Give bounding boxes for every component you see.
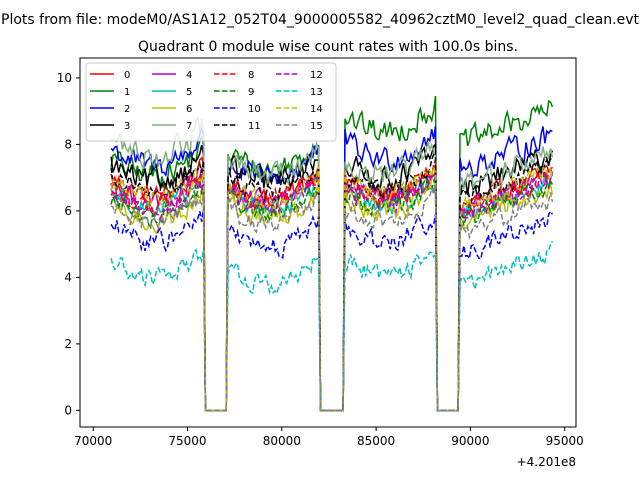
legend-box [85,62,337,142]
legend-label-0: 0 [124,70,130,81]
x-tick-label: 95000 [546,434,584,448]
y-tick-label: 2 [64,337,72,351]
series-line-14 [110,166,554,412]
x-tick-label: 90000 [451,434,489,448]
x-offset-label: +4.201e8 [517,455,576,469]
legend-label-13: 13 [310,87,323,98]
legend-label-15: 15 [310,121,323,132]
series-line-1 [110,95,554,412]
legend-label-10: 10 [248,104,261,115]
x-tick-label: 75000 [168,434,206,448]
axes-frame [79,57,577,428]
series-line-0 [110,156,554,412]
figure-suptitle: Plots from file: modeM0/AS1A12_052T04_90… [1,12,639,28]
legend-label-4: 4 [186,70,192,81]
y-tick-label: 8 [64,137,72,151]
series-line-2 [110,125,553,412]
legend-label-1: 1 [124,87,130,98]
y-tick-label: 10 [57,71,72,85]
y-tick-label: 0 [64,403,72,417]
x-tick-label: 85000 [357,434,395,448]
legend-label-11: 11 [248,121,261,132]
y-axis: 0 2 4 6 8 10 [57,71,80,417]
series-line-15 [110,184,554,412]
x-tick-label: 80000 [263,434,301,448]
series-layer [110,95,554,412]
legend-label-8: 8 [248,70,254,81]
y-tick-label: 6 [64,204,72,218]
legend-label-5: 5 [186,87,192,98]
legend-label-12: 12 [310,70,323,81]
series-line-10 [110,209,554,412]
x-axis: 70000 75000 80000 85000 90000 95000 [74,427,584,448]
legend-label-6: 6 [186,104,192,115]
legend-label-2: 2 [124,104,130,115]
chart-title: Quadrant 0 module wise count rates with … [138,39,518,55]
series-line-13 [110,240,554,412]
legend-label-14: 14 [310,104,323,115]
y-tick-label: 4 [64,270,72,284]
legend-label-7: 7 [186,121,192,132]
x-tick-label: 70000 [74,434,112,448]
legend-label-3: 3 [124,121,130,132]
legend-label-9: 9 [248,87,254,98]
